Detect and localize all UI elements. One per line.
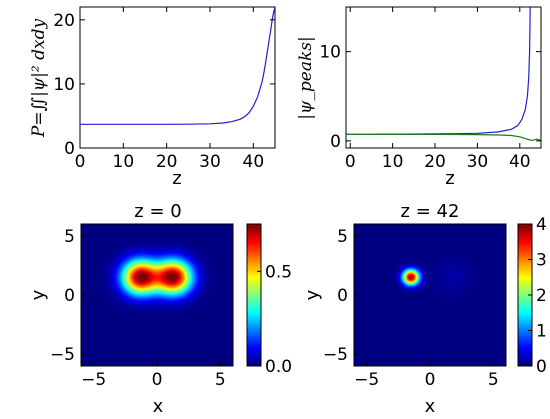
x-tick-label: 40 (243, 152, 265, 172)
heatmap-image (354, 224, 506, 366)
y-tick-label: 0 (330, 132, 341, 152)
panel-heatmap-z0: z = 0 −5 0 5 5 0 −5 0.5 0.0 x y (28, 201, 292, 417)
x-tick-label: 5 (488, 370, 499, 390)
heatmap-image (81, 224, 233, 366)
x-tick-label: −5 (354, 370, 379, 390)
y-tick-label: 20 (53, 11, 75, 31)
colorbar-tick-label: 4 (536, 215, 547, 235)
chart-title: z = 0 (134, 201, 181, 222)
y-tick-label: 5 (337, 227, 348, 247)
colorbar-tick-label: 3 (536, 251, 547, 271)
x-tick-label: 30 (467, 152, 489, 172)
x-tick-label: 0 (152, 370, 163, 390)
colorbar-tick-label: 0 (536, 357, 547, 377)
panel-power: 0 10 20 30 40 0 10 20 z P=∬|ψ|² dxdy (29, 6, 276, 189)
y-tick-label: 0 (64, 286, 75, 306)
x-tick-label: 20 (424, 152, 446, 172)
series-line-2 (346, 133, 541, 142)
x-axis-label: x (425, 396, 436, 417)
y-axis-label: |ψ_peaks| (296, 36, 316, 119)
colorbar-frame (246, 223, 262, 367)
x-tick-label: 40 (509, 152, 531, 172)
x-tick-label: 30 (199, 152, 221, 172)
x-axis-label: z (172, 168, 181, 189)
y-tick-label: 0 (64, 139, 75, 159)
series-line-1 (80, 7, 275, 125)
y-tick-label: 10 (319, 43, 341, 63)
x-tick-label: 0 (425, 370, 436, 390)
series-line-1 (346, 7, 531, 135)
x-tick-label: 10 (113, 152, 135, 172)
colorbar-image (247, 224, 261, 366)
y-axis-label: y (28, 289, 49, 300)
y-tick-label: 10 (53, 75, 75, 95)
y-axis-label: P=∬|ψ|² dxdy (29, 19, 49, 139)
x-tick-label: 10 (382, 152, 404, 172)
x-axis-label: x (153, 396, 164, 417)
x-tick-label: 0 (345, 152, 356, 172)
y-axis-label: y (302, 289, 323, 300)
x-tick-label: −5 (81, 370, 106, 390)
x-tick-label: 0 (75, 152, 86, 172)
panel-heatmap-z42: z = 42 −5 0 5 5 0 −5 4 3 2 1 0 x y (302, 201, 547, 417)
axes-frame (345, 6, 542, 149)
y-tick-label: −5 (323, 345, 348, 365)
chart-title: z = 42 (401, 201, 460, 222)
y-tick-label: 5 (64, 227, 75, 247)
x-tick-label: 20 (156, 152, 178, 172)
colorbar-tick-label: 1 (536, 322, 547, 342)
axes-frame (79, 6, 276, 149)
y-tick-label: −5 (50, 345, 75, 365)
colorbar-tick-label: 0.5 (265, 262, 292, 282)
colorbar-tick-label: 0.0 (265, 357, 292, 377)
panel-peaks: 0 10 20 30 40 0 10 z |ψ_peaks| (296, 6, 542, 189)
x-tick-label: 5 (215, 370, 226, 390)
y-tick-label: 0 (337, 286, 348, 306)
colorbar-tick-label: 2 (536, 286, 547, 306)
x-axis-label: z (445, 168, 454, 189)
